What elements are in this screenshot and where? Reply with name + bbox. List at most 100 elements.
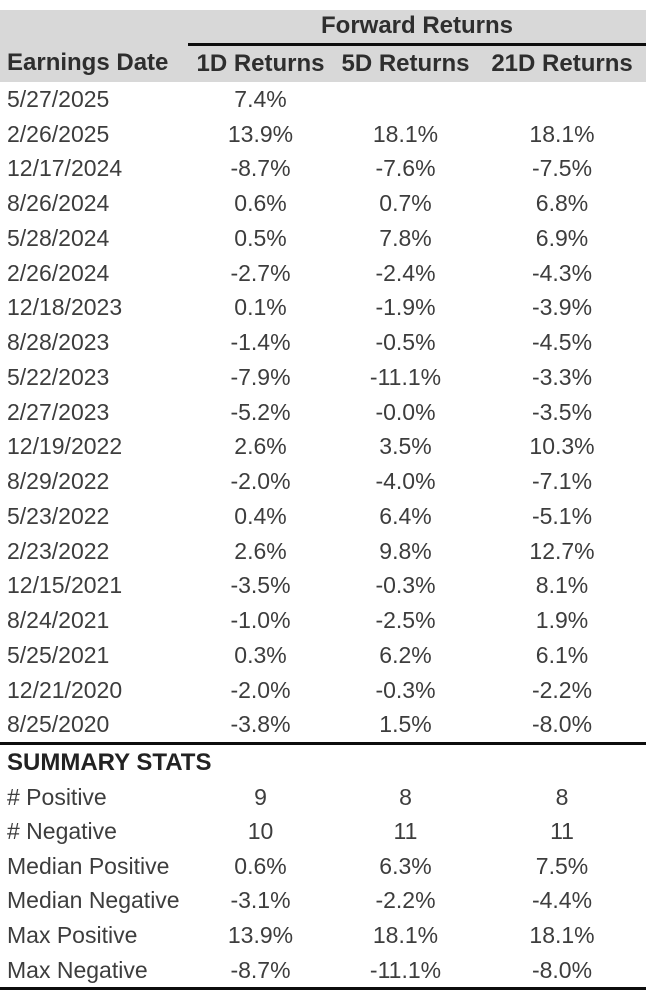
- return-value-cell: -2.7%: [230, 259, 291, 286]
- earnings-date-cell: 8/29/2022: [7, 468, 110, 495]
- summary-value-cell: -8.7%: [230, 956, 291, 983]
- table-row: 8/29/2022 -2.0% -4.0% -7.1%: [0, 464, 646, 499]
- return-value-cell: 18.1%: [372, 120, 439, 147]
- return-value-cell: -3.5%: [230, 572, 291, 599]
- return-value-cell: 0.3%: [234, 641, 287, 668]
- table-row: 5/27/2025 7.4%: [0, 82, 646, 117]
- earnings-date-cell: 12/15/2021: [7, 572, 123, 599]
- return-value-cell: 8.1%: [535, 572, 589, 599]
- earnings-date-cell: 2/27/2023: [7, 398, 110, 425]
- earnings-date-cell: 5/22/2023: [7, 363, 110, 390]
- table-row: 2/26/2024 -2.7% -2.4% -4.3%: [0, 256, 646, 291]
- returns-rows: 5/27/2025 7.4% 2/26/2025 13.9% 18.1% 18.1% 12/…: [0, 82, 646, 744]
- summary-section: SUMMARY STATS # Positive 9 8 8 # Negative 10 1…: [0, 742, 647, 989]
- column-header-earnings-date: Earnings Date: [7, 49, 169, 76]
- return-value-cell: 0.1%: [234, 294, 287, 321]
- table-row: Median Negative -3.1% -2.2% -4.4%: [0, 884, 646, 919]
- summary-label-cell: Median Positive: [7, 852, 170, 879]
- earnings-date-cell: 8/26/2024: [7, 190, 110, 217]
- summary-value-cell: 7.5%: [535, 852, 589, 879]
- table-row: 2/23/2022 2.6% 9.8% 12.7%: [0, 534, 646, 569]
- summary-value-cell: 8: [399, 783, 412, 810]
- earnings-date-cell: 2/26/2024: [7, 259, 110, 286]
- earnings-date-cell: 12/21/2020: [7, 676, 123, 703]
- earnings-date-cell: 8/24/2021: [7, 607, 110, 634]
- return-value-cell: -11.1%: [369, 363, 442, 390]
- return-value-cell: [333, 82, 478, 117]
- earnings-date-cell: 2/26/2025: [7, 120, 110, 147]
- return-value-cell: -2.0%: [230, 468, 291, 495]
- return-value-cell: 6.2%: [379, 641, 432, 668]
- column-header-1d-returns: 1D Returns: [196, 49, 325, 77]
- return-value-cell: -1.9%: [375, 294, 436, 321]
- earnings-date-cell: 2/23/2022: [7, 537, 110, 564]
- return-value-cell: -2.0%: [230, 676, 291, 703]
- table-row: 8/25/2020 -3.8% 1.5% -8.0%: [0, 708, 646, 744]
- return-value-cell: 6.9%: [535, 224, 589, 251]
- summary-label-cell: Max Positive: [7, 922, 138, 949]
- return-value-cell: 6.1%: [535, 641, 589, 668]
- return-value-cell: 12.7%: [529, 537, 595, 564]
- table-row: 8/28/2023 -1.4% -0.5% -4.5%: [0, 325, 646, 360]
- summary-value-cell: 18.1%: [529, 922, 595, 949]
- column-header-row: Earnings Date 1D Returns 5D Returns 21D …: [0, 44, 647, 82]
- return-value-cell: 0.7%: [379, 190, 432, 217]
- summary-value-cell: -3.1%: [230, 887, 291, 914]
- summary-value-cell: -2.2%: [375, 887, 436, 914]
- return-value-cell: [478, 82, 646, 117]
- return-value-cell: 6.8%: [535, 190, 589, 217]
- table-row: 12/17/2024 -8.7% -7.6% -7.5%: [0, 152, 646, 187]
- summary-title: SUMMARY STATS: [0, 742, 647, 780]
- return-value-cell: -1.0%: [230, 607, 291, 634]
- return-value-cell: 0.6%: [234, 190, 287, 217]
- return-value-cell: -0.3%: [375, 572, 436, 599]
- return-value-cell: 0.5%: [234, 224, 287, 251]
- return-value-cell: -1.4%: [230, 329, 291, 356]
- table-row: 12/15/2021 -3.5% -0.3% 8.1%: [0, 569, 646, 604]
- summary-value-cell: 0.6%: [234, 852, 287, 879]
- return-value-cell: 1.9%: [535, 607, 589, 634]
- summary-value-cell: 9: [254, 783, 267, 810]
- table-row: Max Positive 13.9% 18.1% 18.1%: [0, 918, 646, 953]
- return-value-cell: -0.0%: [375, 398, 436, 425]
- summary-label-cell: # Positive: [7, 783, 107, 810]
- return-value-cell: -7.5%: [531, 155, 593, 182]
- return-value-cell: -3.3%: [531, 363, 593, 390]
- return-value-cell: 7.4%: [234, 85, 287, 112]
- earnings-date-cell: 12/18/2023: [7, 294, 123, 321]
- table-header: Forward Returns Earnings Date 1D Returns…: [0, 10, 647, 82]
- return-value-cell: 1.5%: [379, 711, 432, 738]
- table-row: 5/23/2022 0.4% 6.4% -5.1%: [0, 499, 646, 534]
- summary-label-cell: # Negative: [7, 818, 117, 845]
- table-row: 12/21/2020 -2.0% -0.3% -2.2%: [0, 673, 646, 708]
- earnings-date-cell: 12/17/2024: [7, 155, 123, 182]
- table-row: 2/27/2023 -5.2% -0.0% -3.5%: [0, 395, 646, 430]
- return-value-cell: -7.1%: [531, 468, 593, 495]
- return-value-cell: 9.8%: [379, 537, 432, 564]
- summary-value-cell: 11: [550, 818, 574, 845]
- summary-value-cell: 8: [555, 783, 569, 810]
- return-value-cell: -0.3%: [375, 676, 436, 703]
- summary-value-cell: 11: [393, 818, 418, 845]
- return-value-cell: 13.9%: [227, 120, 294, 147]
- return-value-cell: -4.5%: [531, 329, 593, 356]
- group-title: Forward Returns: [188, 10, 647, 46]
- summary-value-cell: 18.1%: [372, 922, 439, 949]
- return-value-cell: 2.6%: [234, 537, 287, 564]
- table-row: 12/19/2022 2.6% 3.5% 10.3%: [0, 430, 646, 465]
- table-row: 5/28/2024 0.5% 7.8% 6.9%: [0, 221, 646, 256]
- earnings-date-cell: 5/27/2025: [7, 85, 110, 112]
- return-value-cell: 3.5%: [379, 433, 432, 460]
- summary-label-cell: Max Negative: [7, 956, 148, 983]
- summary-value-cell: -4.4%: [531, 887, 593, 914]
- summary-label-cell: Median Negative: [7, 887, 180, 914]
- return-value-cell: -4.3%: [531, 259, 593, 286]
- return-value-cell: -8.7%: [230, 155, 291, 182]
- return-value-cell: 2.6%: [234, 433, 287, 460]
- column-header-5d-returns: 5D Returns: [341, 49, 470, 77]
- forward-returns-table: Forward Returns Earnings Date 1D Returns…: [0, 10, 647, 991]
- return-value-cell: -7.9%: [230, 363, 291, 390]
- summary-value-cell: -8.0%: [531, 956, 593, 983]
- return-value-cell: -2.4%: [375, 259, 436, 286]
